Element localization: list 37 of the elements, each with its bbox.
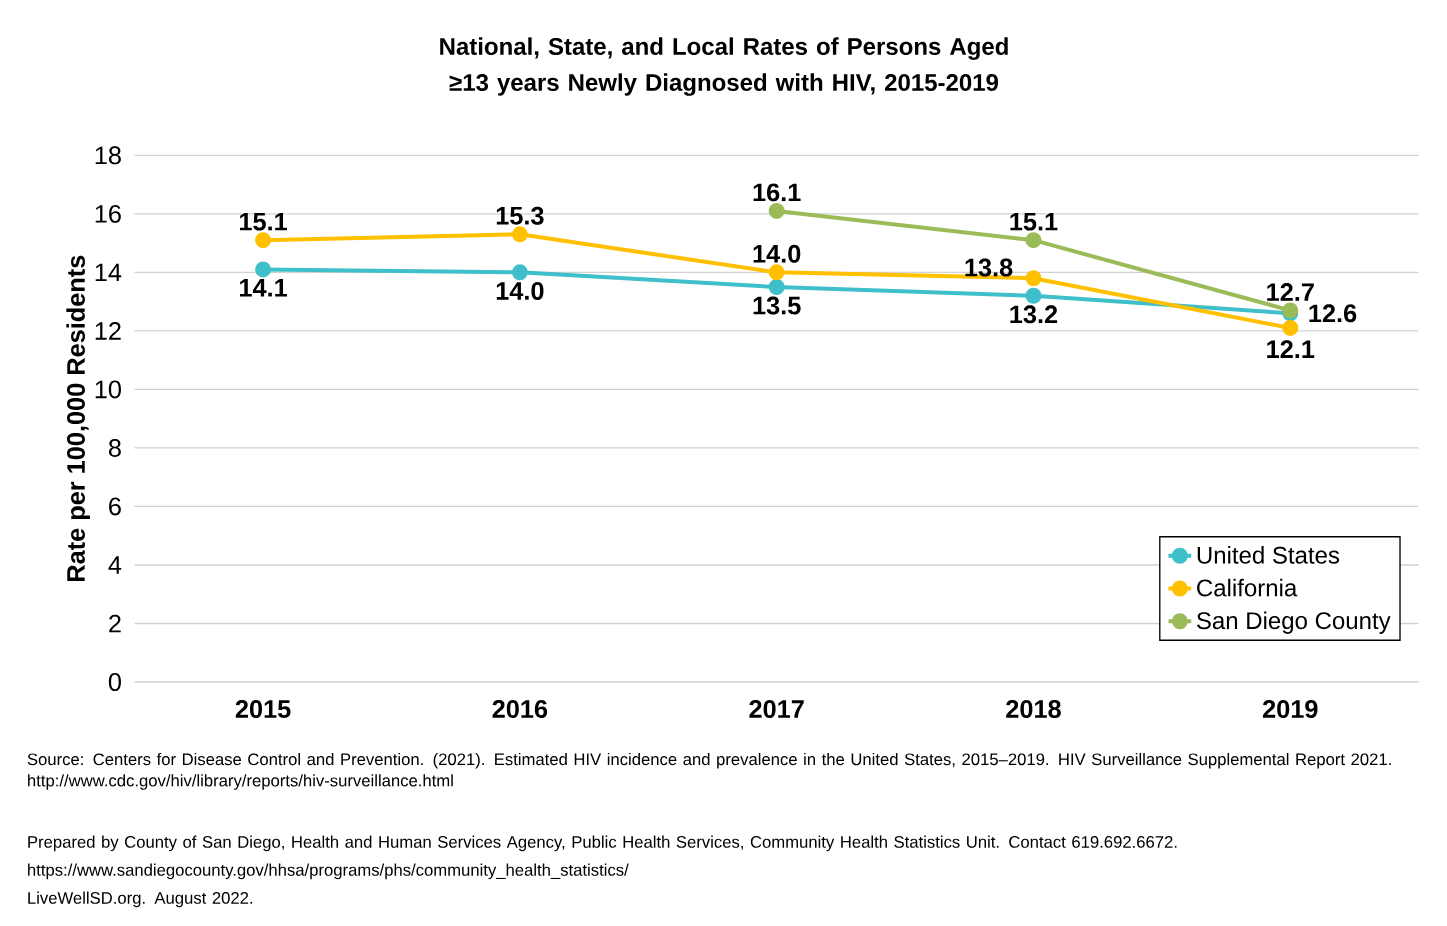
y-axis-title: Rate per 100,000 Residents [66, 255, 90, 582]
chart-title: National, State, and Local Rates of Persons Aged ≥13 years Newly Diagnosed with HIV, 2015-2019 [440, 37, 1008, 96]
x-tick-label: 2018 [1006, 700, 1061, 718]
data-label: 16.1 [753, 183, 801, 202]
legend-label: United States [1197, 546, 1340, 564]
source-note: Source: Centers for Disease Control and Prevention. (2021). Estimated HIV incidence and prevalence in the United States, 2015–2019. HIV Surveillance Supplemental Report 2021. http://www.cdc.gov/hiv/library/reports/hiv-surveillance.html [27, 752, 1391, 790]
y-tick-label: 4 [108, 556, 122, 574]
data-label: 14.0 [496, 281, 544, 300]
y-tick-label: 10 [95, 380, 121, 399]
legend-label: California [1197, 578, 1298, 597]
x-tick-label: 2016 [492, 700, 548, 718]
data-label: 12.7 [1267, 283, 1314, 301]
text: LiveWellSD.org. August 2022. [28, 891, 253, 908]
x-tick-label: 2017 [749, 700, 804, 718]
y-tick-label: 16 [95, 204, 121, 223]
data-label: 12.6 [1309, 304, 1357, 323]
y-tick-label: 12 [95, 322, 121, 340]
data-label: 13.5 [753, 296, 801, 315]
y-tick-label: 14 [95, 263, 122, 282]
x-tick-label: 2019 [1262, 700, 1318, 718]
legend-label: San Diego County [1196, 611, 1391, 634]
y-tick-label: 8 [108, 438, 121, 457]
data-label: 15.3 [496, 206, 544, 225]
text: Prepared by County of San Diego, Health and Human Services Agency, Public Health Services, Community Health Statistics Unit. Contact 619.692.6672. [28, 835, 1177, 852]
data-label: 12.1 [1267, 340, 1315, 358]
y-tick-label: 2 [109, 614, 121, 633]
text: https://www.sandiegocounty.gov/hhsa/programs/phs/community_health_statistics/ [28, 863, 629, 880]
data-label: 14.1 [240, 279, 288, 297]
data-label: 15.1 [240, 212, 288, 231]
data-label: 13.2 [1010, 305, 1058, 324]
x-tick-label: 2015 [235, 700, 291, 718]
data-label: 15.1 [1010, 212, 1058, 231]
y-tick-label: 6 [109, 497, 121, 516]
y-tick-label: 18 [95, 146, 121, 165]
data-label: 14.0 [753, 244, 801, 263]
y-tick-label: 0 [108, 673, 121, 691]
data-label: 13.8 [965, 258, 1013, 277]
